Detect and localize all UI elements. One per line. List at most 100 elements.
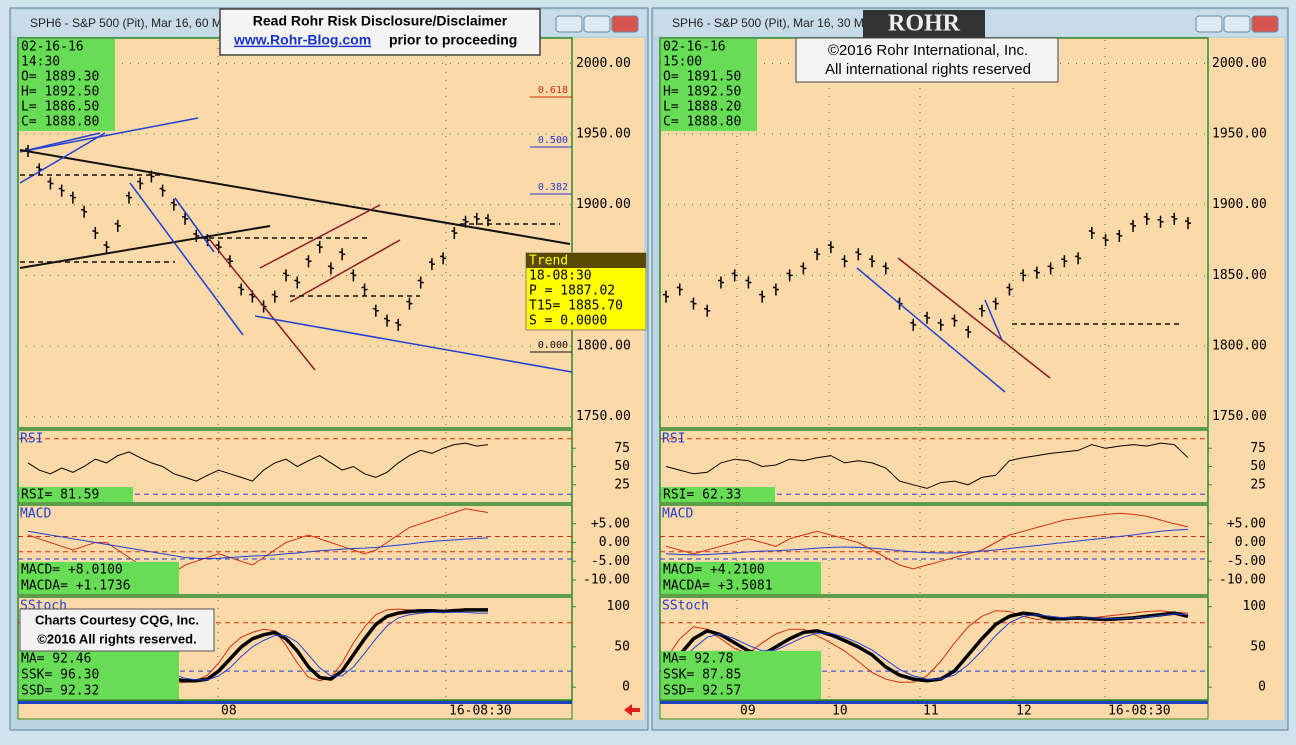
trend-line xyxy=(19,132,106,184)
sstoch-panel-border xyxy=(17,596,573,701)
price-bar xyxy=(731,269,738,282)
price-bar xyxy=(676,283,683,296)
sstoch-readout-box xyxy=(19,651,179,699)
price-tick-label: 1750.00 xyxy=(1212,409,1267,424)
price-bar xyxy=(440,252,447,265)
trend-header xyxy=(526,253,646,268)
window-close-button[interactable] xyxy=(1251,15,1279,33)
macd-label: MACD xyxy=(20,507,51,522)
macd-tick-label: -5.00 xyxy=(1227,554,1266,569)
price-tick-label: 1750.00 xyxy=(576,409,631,424)
price-bar xyxy=(978,304,985,317)
rsi-line xyxy=(665,442,1189,489)
macd-tick-label: -10.00 xyxy=(1219,573,1266,588)
price-bar xyxy=(663,290,669,303)
macd-tick-label: +5.00 xyxy=(591,516,630,531)
price-tick-label: 1950.00 xyxy=(1212,127,1267,142)
macd-tick-label: 0.00 xyxy=(1235,535,1266,550)
macd-tick-label: +5.00 xyxy=(1227,516,1266,531)
macd-line xyxy=(665,528,1189,556)
price-bar xyxy=(283,269,290,282)
price-bar xyxy=(717,276,724,289)
copyright-text: All international rights reserved xyxy=(825,61,1031,78)
price-bar xyxy=(745,276,752,289)
trend-line xyxy=(289,239,401,303)
price-bar xyxy=(384,314,391,327)
price-bar xyxy=(350,269,357,282)
sstoch-line xyxy=(665,610,1189,683)
price-bar xyxy=(841,255,848,268)
price-bar xyxy=(827,241,834,254)
price-bar xyxy=(786,269,793,282)
sstoch-readout: SSD= 92.57 xyxy=(663,684,741,699)
sstoch-label: SStoch xyxy=(662,599,709,614)
price-bar xyxy=(271,290,278,303)
notice-line: Read Rohr Risk Disclosure/Disclaimer xyxy=(253,13,508,29)
sstoch-readout-box xyxy=(661,651,821,699)
notice-link[interactable]: www.Rohr-Blog.com xyxy=(233,32,371,48)
price-bar xyxy=(182,212,189,225)
sstoch-tick-label: 0 xyxy=(622,680,630,695)
ohlc-readout: C= 1888.80 xyxy=(663,115,741,130)
price-tick-label: 1800.00 xyxy=(576,339,631,354)
sstoch-tick-label: 50 xyxy=(614,639,630,654)
macd-panel-border xyxy=(17,504,573,596)
courtesy-box xyxy=(19,608,215,652)
price-bar xyxy=(1102,234,1109,247)
copyright-box xyxy=(795,37,1059,83)
price-bar xyxy=(137,177,144,190)
macd-readout: MACDA= +1.1736 xyxy=(21,579,131,594)
ohlc-readout-box xyxy=(19,39,115,131)
trend-line xyxy=(19,149,571,245)
price-bar xyxy=(814,248,821,261)
price-tick-label: 1850.00 xyxy=(1212,268,1267,283)
time-axis-strip xyxy=(18,701,572,704)
price-bar xyxy=(1171,212,1178,225)
price-bar xyxy=(1143,212,1150,225)
rsi-readout-box xyxy=(661,487,775,502)
price-bar xyxy=(294,276,301,289)
trend-text: T15= 1885.70 xyxy=(529,299,623,314)
window-max-button[interactable] xyxy=(583,15,611,33)
rsi-readout: RSI= 81.59 xyxy=(21,488,99,503)
window-close-button[interactable] xyxy=(611,15,639,33)
price-bar xyxy=(1047,262,1054,275)
ohlc-readout: 02-16-16 xyxy=(663,40,726,55)
price-bar xyxy=(1088,227,1095,239)
chart-area xyxy=(660,38,1284,720)
macd-readout: MACD= +4.2100 xyxy=(663,563,765,578)
price-tick-label: 1800.00 xyxy=(1212,339,1267,354)
time-label: 09 xyxy=(740,704,756,719)
fib-label: 0.000 xyxy=(538,340,568,351)
trend-line xyxy=(897,257,1051,379)
rsi-line xyxy=(27,442,489,482)
ohlc-readout: L= 1888.20 xyxy=(663,100,741,115)
macd-readout: MACDA= +3.5081 xyxy=(663,579,773,594)
copyright-text: ©2016 Rohr International, Inc. xyxy=(828,42,1028,59)
ohlc-readout: H= 1892.50 xyxy=(21,85,99,100)
rsi-tick-label: 75 xyxy=(1250,441,1266,456)
window-min-button[interactable] xyxy=(1195,15,1223,33)
price-tick-label: 1900.00 xyxy=(576,197,631,212)
trend-line xyxy=(254,315,573,373)
macd-readout-box xyxy=(661,562,821,594)
price-bar xyxy=(406,297,413,310)
price-bar xyxy=(1020,269,1027,282)
window-max-button[interactable] xyxy=(1223,15,1251,33)
price-bar xyxy=(882,262,889,275)
scroll-arrow[interactable] xyxy=(624,704,640,716)
price-bar xyxy=(305,255,312,268)
ohlc-readout: 02-16-16 xyxy=(21,40,84,55)
ohlc-readout: O= 1889.30 xyxy=(21,70,99,85)
time-label: 10 xyxy=(832,704,848,719)
ohlc-readout: L= 1886.50 xyxy=(21,100,99,115)
rsi-readout: RSI= 62.33 xyxy=(663,488,741,503)
price-bar xyxy=(965,325,972,338)
rsi-tick-label: 25 xyxy=(614,477,630,492)
trend-text: Trend xyxy=(529,254,568,269)
price-bar xyxy=(1006,283,1013,296)
window-min-button[interactable] xyxy=(555,15,583,33)
trend-line xyxy=(129,182,244,336)
price-bar xyxy=(910,318,917,331)
